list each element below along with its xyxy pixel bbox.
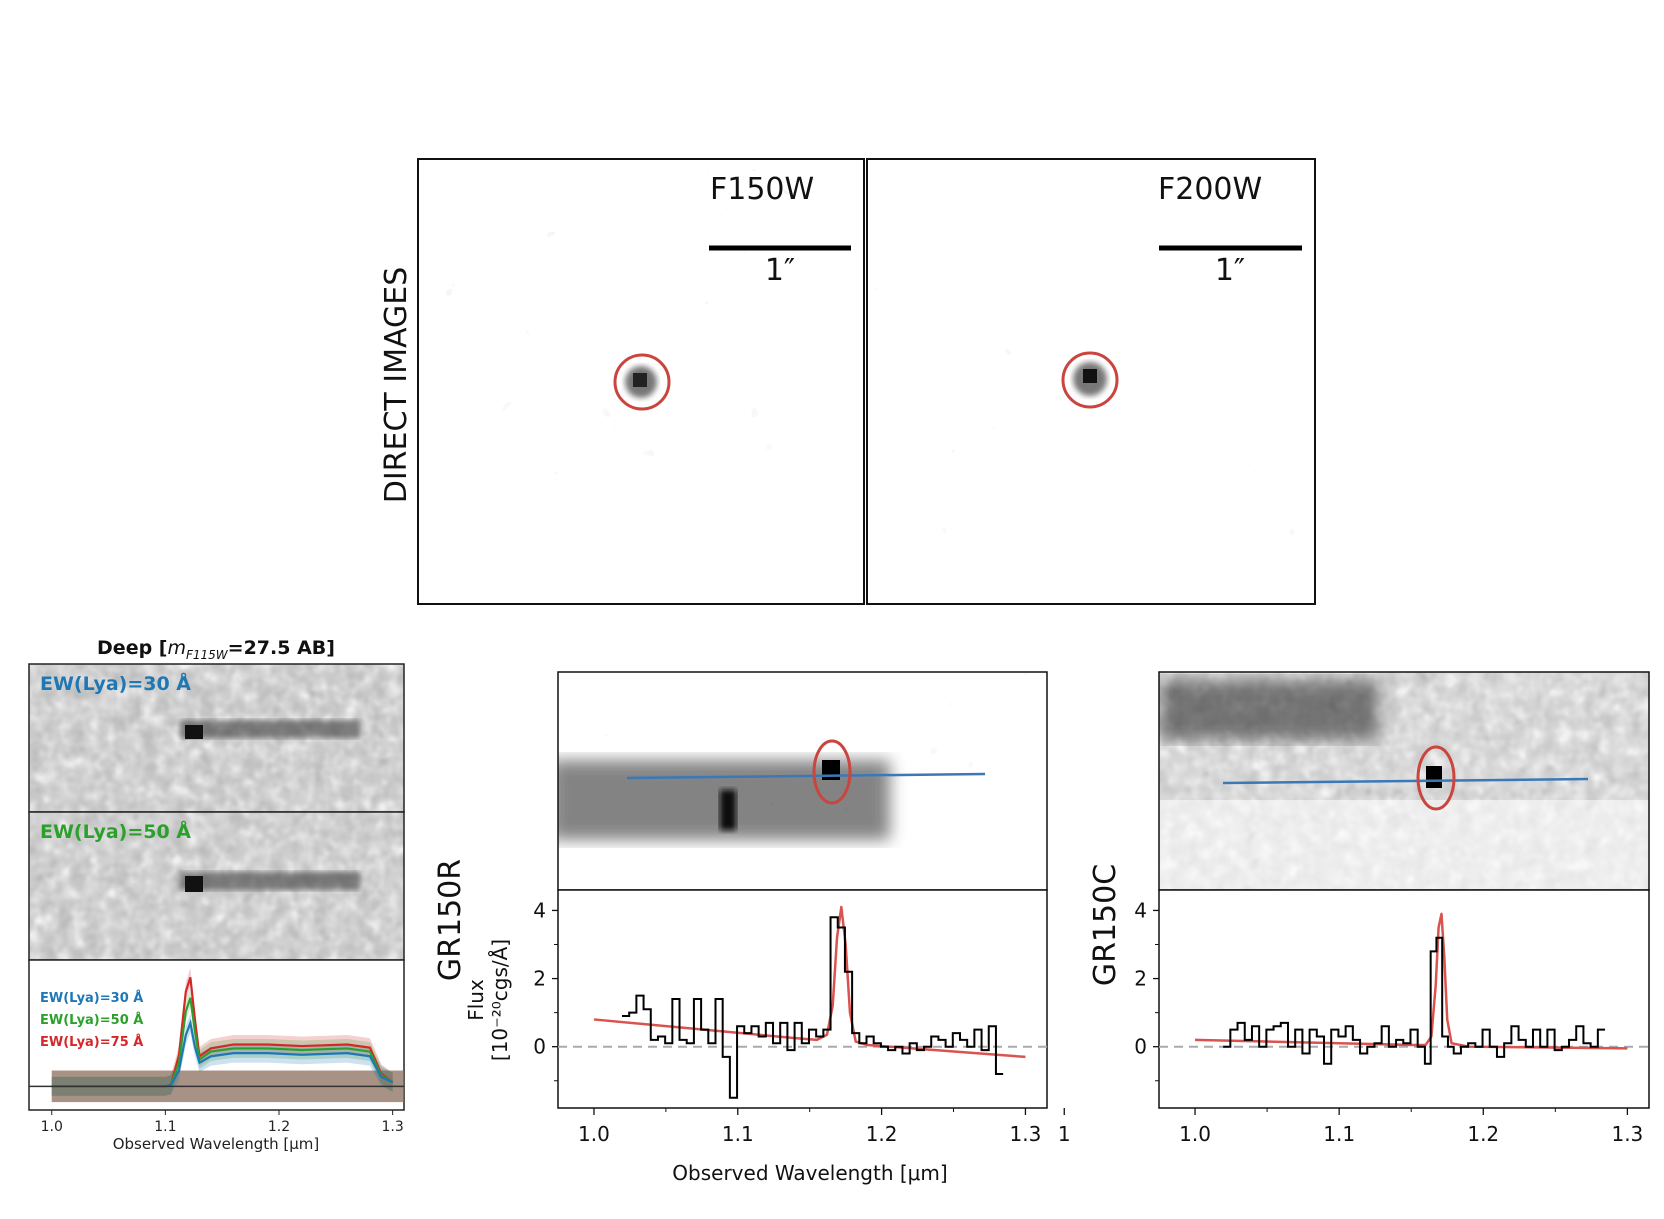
gr150r-x-tick-label: 1.1: [722, 1122, 754, 1146]
gr150r-y-ticks: 0 2 4: [533, 898, 558, 1082]
gr150c-line-circle: [1416, 745, 1456, 811]
deep-legend: EW(Lya)=30 Å EW(Lya)=50 Å EW(Lya)=75 Å: [40, 990, 143, 1050]
deep-series-line-1: [51, 997, 394, 1088]
gr150r-grism-label: GR150R: [433, 859, 468, 981]
gr150r-1d-frame: [557, 889, 1048, 1109]
gr150r-y-tick-label: 0: [533, 1035, 546, 1059]
direct-image-f200w: F200W 1″: [866, 158, 1316, 605]
gr150r-x-axis-label: Observed Wavelength [μm]: [672, 1161, 947, 1185]
gr150c-y-tick-label: 4: [1134, 898, 1147, 922]
deep-spectrum-plot: [29, 967, 405, 1103]
source-circle-f150w: [613, 353, 671, 411]
filter-label-f200w: F200W: [1158, 172, 1262, 207]
deep-legend-item-2: EW(Lya)=75 Å: [40, 1034, 143, 1050]
deep-legend-item-0: EW(Lya)=30 Å: [40, 990, 143, 1006]
deep-stamp-30-trace: [180, 720, 360, 739]
gr150c-1d-frame: [1158, 889, 1650, 1109]
gr150c-y-ticks: 0 2 4: [1134, 898, 1159, 1082]
gr150c-y-tick-label: 0: [1134, 1035, 1147, 1059]
scale-bar-label-f200w: 1″: [1215, 253, 1245, 288]
deep-band-2: [51, 967, 393, 1096]
gr150r-x-tick-label: 1: [1058, 1122, 1071, 1146]
deep-stamp-label-30: EW(Lya)=30 Å: [40, 671, 191, 695]
gr150r-x-tick-label: 1.2: [866, 1122, 898, 1146]
gr150c-panel: 0 2 4 1.0 1.1 1.2 1.3 GR150C: [1088, 671, 1650, 1146]
deep-band-1: [51, 988, 393, 1096]
gr150r-model-line: [593, 905, 1026, 1059]
gr150r-2d-trace: [558, 760, 890, 840]
deep-x-tick-label: 1.1: [154, 1119, 176, 1135]
deep-x-tick-label: 1.0: [41, 1119, 63, 1135]
gr150c-x-ticks: 1.0 1.1 1.2 1.3: [1179, 1108, 1643, 1146]
gr150c-data-step: [1223, 936, 1606, 1065]
gr150c-y-tick-label: 2: [1134, 967, 1147, 991]
gr150r-line-circle: [812, 739, 852, 805]
direct-image-f150w: F150W 1″: [417, 158, 865, 605]
deep-x-tick-label: 1.3: [382, 1119, 404, 1135]
gr150c-x-tick-label: 1.2: [1467, 1122, 1499, 1146]
gr150r-trace-line: [626, 772, 986, 780]
gr150c-2d-trace: [1159, 680, 1649, 890]
gr150c-trace-line: [1222, 777, 1589, 785]
filter-label-f150w: F150W: [710, 172, 814, 207]
deep-series-line-2: [51, 977, 394, 1088]
deep-title: Deep [mF115W=27.5 AB]: [97, 637, 335, 662]
gr150r-y-tick-label: 4: [533, 898, 546, 922]
source-blob-f150w: [625, 366, 657, 398]
gr150r-y-tick-label: 2: [533, 967, 546, 991]
deep-stamp-label-50: EW(Lya)=50 Å: [40, 819, 191, 843]
deep-sim-panel: Deep [mF115W=27.5 AB] EW(Lya)=30 Å EW(Ly…: [28, 637, 405, 1153]
scale-bar-label-f150w: 1″: [765, 253, 795, 288]
deep-title-suffix: =27.5 AB]: [228, 637, 335, 659]
deep-title-sub: F115W: [186, 648, 229, 662]
gr150r-y-label-1: Flux: [464, 979, 488, 1021]
deep-title-prefix: Deep [: [97, 637, 167, 659]
source-circle-f200w: [1061, 351, 1119, 409]
gr150c-grism-label: GR150C: [1088, 864, 1123, 986]
gr150r-y-label-2: [10⁻²⁰cgs/Å]: [488, 939, 512, 1061]
deep-title-mag: m: [167, 637, 186, 659]
gr150r-x-tick-label: 1.0: [578, 1122, 610, 1146]
deep-series-line-0: [51, 1019, 394, 1088]
deep-x-ticks: 1.0 1.1 1.2 1.3: [41, 1110, 404, 1135]
gr150c-model-line: [1195, 912, 1628, 1050]
deep-stamp-50-trace: [180, 872, 360, 892]
gr150r-x-ticks: 1.0 1.1 1.2 1.3 1: [578, 1108, 1071, 1146]
gr150r-panel: 0 2 4 1.0 1.1 1.2 1.3 1 GR150R Flux [10⁻²⁰cgs/…: [433, 671, 1071, 1185]
gr150c-x-tick-label: 1.1: [1323, 1122, 1355, 1146]
gr150c-spectrum-plot: [1159, 912, 1649, 1065]
source-blob-f200w: [1073, 362, 1107, 396]
direct-images-label: DIRECT IMAGES: [379, 267, 414, 504]
gr150c-x-tick-label: 1.0: [1179, 1122, 1211, 1146]
gr150c-x-tick-label: 1.3: [1611, 1122, 1643, 1146]
deep-x-tick-label: 1.2: [268, 1119, 290, 1135]
deep-x-axis-label: Observed Wavelength [μm]: [113, 1135, 320, 1153]
gr150r-x-tick-label: 1.3: [1010, 1122, 1042, 1146]
gr150r-data-step: [622, 916, 1004, 1099]
gr150r-spectrum-plot: [558, 905, 1047, 1099]
frame-f150w: [417, 158, 865, 605]
deep-legend-item-1: EW(Lya)=50 Å: [40, 1012, 143, 1028]
frame-f200w: [866, 158, 1316, 605]
